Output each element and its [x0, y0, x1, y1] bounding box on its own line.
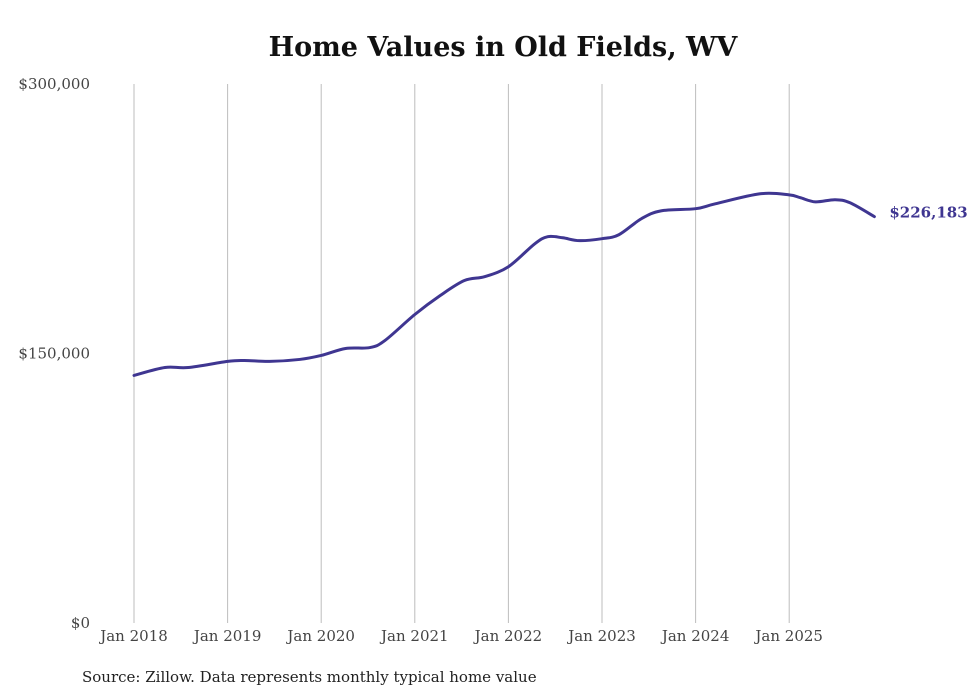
x-tick-label: Jan 2020: [285, 627, 355, 645]
chart-title: Home Values in Old Fields, WV: [268, 32, 738, 63]
x-tick-label: Jan 2024: [660, 627, 730, 645]
end-value-label: $226,183: [889, 204, 967, 222]
series-line-home-value: [132, 191, 876, 377]
x-tick-label: Jan 2018: [98, 627, 168, 645]
x-tick-label: Jan 2025: [753, 627, 823, 645]
x-tick-label: Jan 2021: [379, 627, 449, 645]
y-tick-label: $150,000: [18, 345, 90, 363]
x-tick-label: Jan 2023: [566, 627, 636, 645]
x-tick-label: Jan 2022: [473, 627, 543, 645]
source-note: Source: Zillow. Data represents monthly …: [82, 668, 537, 686]
y-tick-label: $0: [71, 614, 90, 632]
x-tick-label: Jan 2019: [192, 627, 262, 645]
y-tick-label: $300,000: [18, 75, 90, 93]
